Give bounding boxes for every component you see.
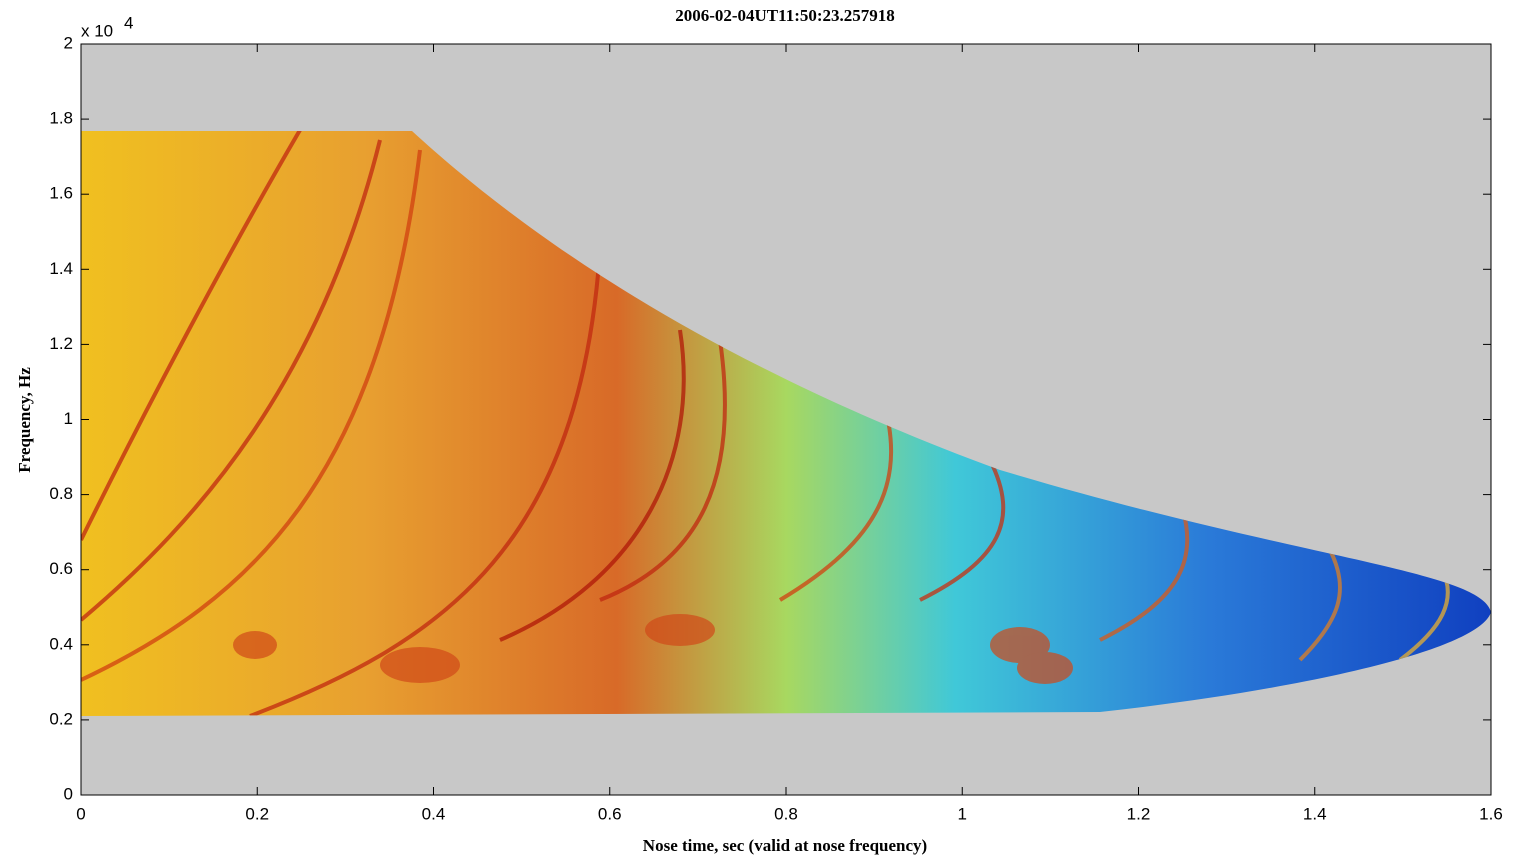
y-tick-label: 1	[64, 409, 73, 428]
x-tick-label: 1.2	[1127, 804, 1151, 823]
y-tick-label: 1.6	[49, 184, 73, 203]
y-tick-label: 1.4	[49, 259, 73, 278]
y-tick-label: 2	[64, 33, 73, 52]
y-tick-label: 0.6	[49, 559, 73, 578]
x-tick-label: 1.4	[1303, 804, 1327, 823]
x-tick-label: 1	[958, 804, 967, 823]
x-tick-label: 1.6	[1479, 804, 1503, 823]
y-multiplier: x 10	[81, 21, 113, 40]
x-tick-label: 0	[76, 804, 85, 823]
y-multiplier-exponent: 4	[124, 13, 133, 32]
x-tick-label: 0.8	[774, 804, 798, 823]
y-axis-label: Frequency, Hz	[15, 367, 34, 473]
x-tick-label: 0.2	[245, 804, 269, 823]
y-tick-label: 1.8	[49, 109, 73, 128]
x-tick-label: 0.4	[422, 804, 446, 823]
y-tick-label: 0.8	[49, 484, 73, 503]
chart-title: 2006-02-04UT11:50:23.257918	[675, 6, 895, 25]
y-tick-label: 1.2	[49, 334, 73, 353]
x-tick-label: 0.6	[598, 804, 622, 823]
y-tick-label: 0	[64, 784, 73, 803]
x-axis-label: Nose time, sec (valid at nose frequency)	[643, 836, 927, 855]
y-tick-label: 0.4	[49, 634, 73, 653]
y-tick-label: 0.2	[49, 709, 73, 728]
